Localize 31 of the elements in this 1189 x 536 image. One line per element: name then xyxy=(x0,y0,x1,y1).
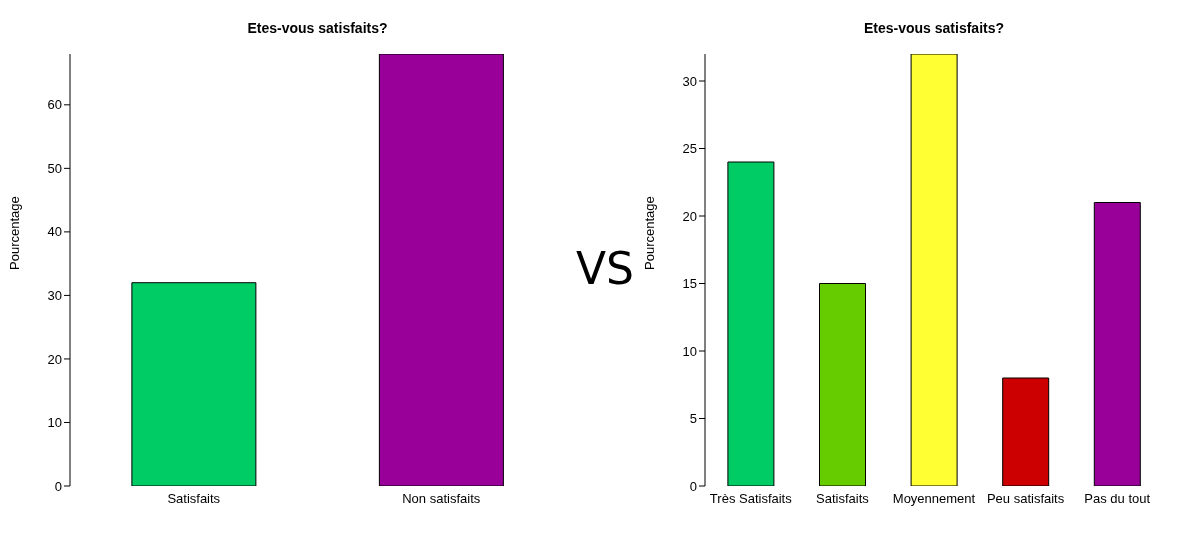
y-tick-label: 15 xyxy=(682,276,697,292)
x-tick-label: Peu satisfaits xyxy=(986,491,1065,507)
y-tick-label: 10 xyxy=(47,415,62,431)
bar xyxy=(910,54,958,486)
x-tick-label: Pas du tout xyxy=(1084,491,1151,507)
y-tick-label: 0 xyxy=(54,478,62,494)
y-axis-title: Pourcentage xyxy=(641,196,657,270)
x-tick-label: Satisfaits xyxy=(816,491,870,507)
chart-title: Etes-vous satisfaits? xyxy=(862,19,1006,38)
y-tick-label: 30 xyxy=(682,73,697,89)
chart-title: Etes-vous satisfaits? xyxy=(246,19,389,38)
bar xyxy=(1093,202,1141,486)
y-axis-title: Pourcentage xyxy=(6,196,22,270)
y-tick-label: 60 xyxy=(47,97,62,113)
x-tick-label: Satisfaits xyxy=(167,491,221,507)
y-tick-label: 25 xyxy=(682,141,697,157)
y-tick-label: 20 xyxy=(47,351,62,367)
y-tick-label: 40 xyxy=(47,224,62,240)
y-tick-label: 10 xyxy=(682,343,697,359)
bar xyxy=(727,161,775,486)
x-tick-label: Moyennement xyxy=(892,491,976,507)
bar xyxy=(819,283,866,486)
x-tick-label: Non satisfaits xyxy=(402,491,481,507)
y-tick-label: 0 xyxy=(689,478,697,494)
y-tick-label: 30 xyxy=(47,288,62,304)
y-tick-label: 20 xyxy=(682,208,697,224)
y-tick-label: 50 xyxy=(47,160,62,176)
bar xyxy=(1002,377,1050,486)
y-tick-label: 5 xyxy=(689,411,697,427)
text: VS xyxy=(575,242,635,294)
x-tick-label: Très Satisfaits xyxy=(709,491,793,507)
